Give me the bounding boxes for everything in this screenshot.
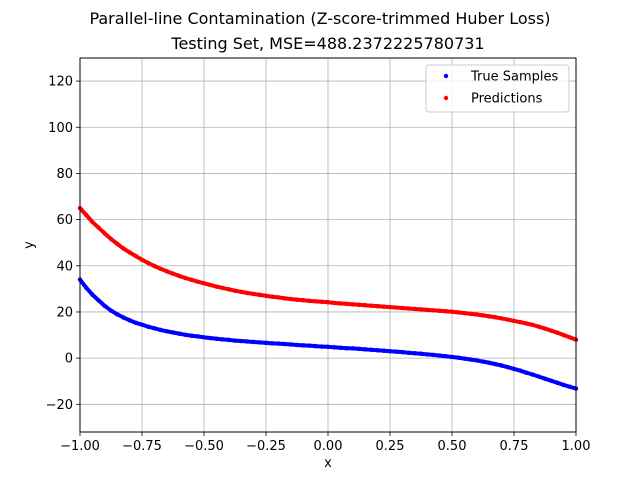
x-tick-label: 0.50	[438, 439, 467, 454]
data-points	[77, 205, 579, 391]
x-tick-label: −0.75	[122, 439, 162, 454]
x-tick-label: 1.00	[562, 439, 591, 454]
legend-box	[425, 64, 570, 113]
y-tick-label: 100	[48, 121, 73, 136]
y-tick-label: 60	[56, 213, 73, 228]
legend-entry: True Samples	[470, 70, 558, 85]
legend-marker	[443, 73, 449, 79]
y-tick-label: 120	[48, 75, 73, 90]
y-tick-label: −20	[46, 398, 73, 413]
y-tick-label: 80	[56, 167, 73, 182]
x-axis-label: x	[324, 456, 332, 471]
x-tick-label: −0.25	[246, 439, 286, 454]
y-tick-label: 20	[56, 305, 73, 320]
y-tick-label: 0	[65, 352, 73, 367]
x-tick-label: 0.75	[500, 439, 529, 454]
legend-marker	[443, 95, 449, 101]
x-tick-label: −0.50	[184, 439, 224, 454]
x-tick-label: 0.25	[376, 439, 405, 454]
axis-ticks: −1.00 −0.75 −0.50 −0.25 0.00 0.25 0.50 0.75 1.00…	[46, 75, 591, 454]
legend-entry: Predictions	[471, 92, 543, 107]
x-tick-label: −1.00	[60, 439, 100, 454]
chart-title: Parallel-line Contamination (Z-score-tri…	[89, 9, 550, 28]
x-tick-label: 0.00	[314, 439, 343, 454]
y-axis-label: y	[22, 241, 37, 249]
series-true-samples	[77, 277, 579, 391]
y-tick-label: 40	[56, 259, 73, 274]
legend: True Samples Predictions	[425, 64, 570, 113]
chart-subtitle: Testing Set, MSE=488.2372225780731	[170, 34, 484, 53]
series-predictions	[77, 205, 579, 342]
